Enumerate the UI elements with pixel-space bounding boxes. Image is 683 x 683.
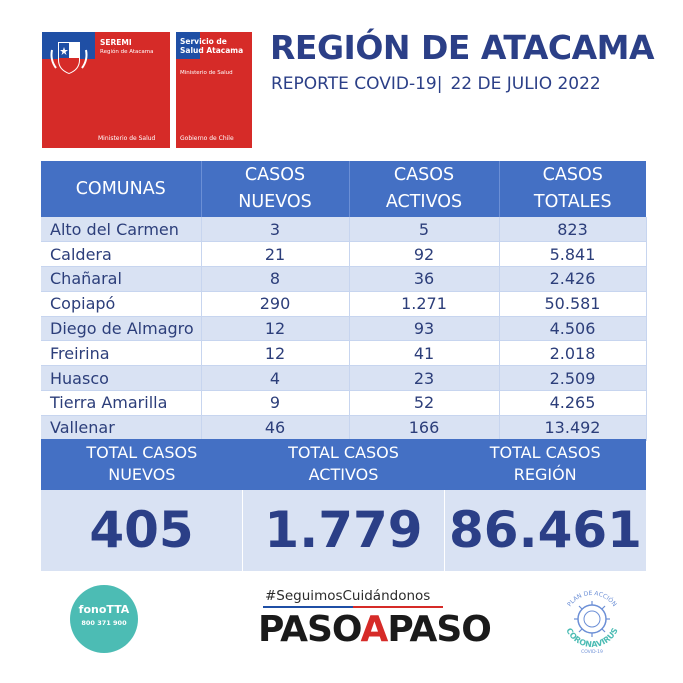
- svg-text:CORONAVIRUS: CORONAVIRUS: [564, 626, 620, 649]
- cell-activos: 93: [349, 316, 500, 342]
- servicio-subtitle: Ministerio de Salud: [180, 70, 233, 76]
- cell-comuna: Diego de Almagro: [41, 316, 202, 342]
- label-line: TOTAL CASOS: [288, 443, 399, 462]
- report-subtitle: REPORTE COVID-19| 22 DE JULIO 2022: [271, 74, 601, 94]
- total-nuevos-label: TOTAL CASOS NUEVOS: [41, 439, 243, 490]
- cell-activos: 23: [349, 365, 500, 392]
- fonotta-name: fonoTTA: [78, 603, 130, 616]
- table-row: Tierra Amarilla 9 52 4.265: [41, 390, 647, 416]
- logo-blue-strip: [176, 32, 200, 59]
- cell-activos: 92: [349, 241, 500, 268]
- cell-totales: 5.841: [499, 241, 647, 268]
- cell-comuna: Copiapó: [41, 291, 202, 317]
- cell-totales: 823: [499, 217, 647, 243]
- plan-coronavirus-badge-icon: PLAN DE ACCIÓN CORONAVIRUS COVID-19: [564, 590, 620, 655]
- paso-a-letter: A: [360, 609, 389, 650]
- column-header-casos-activos: CASOS ACTIVOS: [349, 161, 500, 217]
- cell-totales: 50.581: [499, 291, 647, 317]
- cell-nuevos: 21: [201, 241, 350, 268]
- cell-activos: 5: [349, 217, 500, 243]
- cell-activos: 41: [349, 340, 500, 367]
- cell-comuna: Huasco: [41, 365, 202, 392]
- column-header-text: CASOS TOTALES: [533, 165, 612, 212]
- table-header-row: COMUNAS CASOS NUEVOS CASOS ACTIVOS CASOS…: [41, 161, 646, 217]
- cell-totales: 13.492: [499, 415, 647, 441]
- cell-nuevos: 8: [201, 266, 350, 292]
- cell-totales: 2.018: [499, 340, 647, 367]
- plan-bottom-text: COVID-19: [581, 649, 603, 655]
- table-row: Diego de Almagro 12 93 4.506: [41, 316, 647, 342]
- seremi-subtitle: Región de Atacama: [100, 49, 154, 55]
- fonotta-logo: fonoTTA 800 371 900: [70, 585, 138, 653]
- label-line: ACTIVOS: [308, 465, 379, 484]
- label-line: REGIÓN: [513, 465, 577, 484]
- total-activos-value: 1.779: [243, 490, 445, 571]
- label-line: TOTAL CASOS: [489, 443, 601, 462]
- total-nuevos-value: 405: [41, 490, 243, 571]
- cell-activos: 36: [349, 266, 500, 292]
- seremi-title: SEREMI: [100, 38, 132, 47]
- cell-comuna: Alto del Carmen: [41, 217, 202, 243]
- paso-word: PASO: [258, 609, 362, 650]
- cell-activos: 166: [349, 415, 500, 441]
- label-line: TOTAL CASOS: [86, 443, 198, 462]
- cell-nuevos: 290: [201, 291, 350, 317]
- report-label: REPORTE COVID-19|: [271, 74, 443, 94]
- table-row: Copiapó 290 1.271 50.581: [41, 291, 647, 317]
- total-activos-label: TOTAL CASOS ACTIVOS: [243, 439, 445, 490]
- table-row: Chañaral 8 36 2.426: [41, 266, 647, 292]
- seremi-logo: SEREMI Región de Atacama Ministerio de S…: [42, 32, 170, 148]
- cell-comuna: Tierra Amarilla: [41, 390, 202, 416]
- comunas-table: COMUNAS CASOS NUEVOS CASOS ACTIVOS CASOS…: [41, 161, 647, 441]
- cell-activos: 1.271: [349, 291, 500, 317]
- cell-activos: 52: [349, 390, 500, 416]
- hashtag-text: #SeguimosCuidándonos: [265, 588, 431, 604]
- servicio-footer: Gobierno de Chile: [180, 135, 234, 142]
- total-region-label: TOTAL CASOS REGIÓN: [444, 439, 646, 490]
- cell-nuevos: 12: [201, 316, 350, 342]
- total-region-value: 86.461: [449, 501, 642, 559]
- table-row: Vallenar 46 166 13.492: [41, 415, 647, 441]
- table-row: Freirina 12 41 2.018: [41, 340, 647, 367]
- seremi-footer: Ministerio de Salud: [98, 135, 156, 142]
- cell-nuevos: 3: [201, 217, 350, 243]
- cell-comuna: Caldera: [41, 241, 202, 268]
- cell-totales: 4.265: [499, 390, 647, 416]
- servicio-title: Servicio de Salud Atacama: [180, 37, 244, 55]
- totals-values: 405 1.779 86.461: [41, 490, 646, 571]
- page-title: REGIÓN DE ATACAMA: [270, 28, 655, 67]
- cell-totales: 2.426: [499, 266, 647, 292]
- cell-nuevos: 9: [201, 390, 350, 416]
- paso-word: PASO: [387, 609, 491, 650]
- paso-a-paso-logo: PASOAPASO: [258, 609, 492, 650]
- totals-header: TOTAL CASOS NUEVOS TOTAL CASOS ACTIVOS TOT…: [41, 439, 646, 490]
- cell-comuna: Freirina: [41, 340, 202, 367]
- label-line: NUEVOS: [108, 465, 176, 484]
- cell-nuevos: 12: [201, 340, 350, 367]
- servicio-salud-logo: Servicio de Salud Atacama Ministerio de …: [176, 32, 252, 148]
- column-header-casos-totales: CASOS TOTALES: [499, 161, 646, 217]
- column-header-comunas: COMUNAS: [41, 161, 202, 217]
- report-date: 22 DE JULIO 2022: [450, 74, 601, 94]
- column-header-text: CASOS NUEVOS: [238, 165, 312, 212]
- fonotta-number: 800 371 900: [81, 619, 127, 627]
- cell-nuevos: 46: [201, 415, 350, 441]
- cell-totales: 4.506: [499, 316, 647, 342]
- chile-coat-of-arms-icon: [50, 42, 88, 74]
- cell-nuevos: 4: [201, 365, 350, 392]
- hashtag-divider: [263, 606, 443, 608]
- table-row: Alto del Carmen 3 5 823: [41, 217, 647, 243]
- cell-comuna: Vallenar: [41, 415, 202, 441]
- totals-panel: TOTAL CASOS NUEVOS TOTAL CASOS ACTIVOS TOT…: [41, 439, 646, 571]
- column-header-text: CASOS ACTIVOS: [385, 165, 463, 212]
- cell-totales: 2.509: [499, 365, 647, 392]
- column-header-casos-nuevos: CASOS NUEVOS: [201, 161, 350, 217]
- cell-comuna: Chañaral: [41, 266, 202, 292]
- plan-main-text: CORONAVIRUS: [564, 626, 620, 649]
- table-row: Caldera 21 92 5.841: [41, 241, 647, 268]
- table-row: Huasco 4 23 2.509: [41, 365, 647, 392]
